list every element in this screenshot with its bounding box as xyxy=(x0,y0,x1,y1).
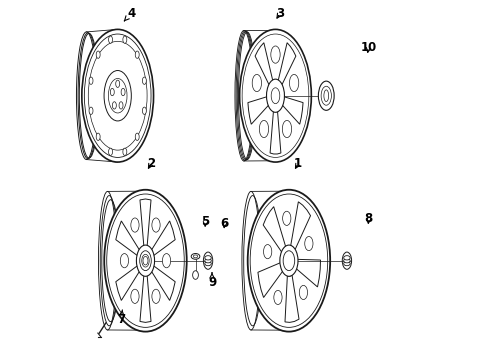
Ellipse shape xyxy=(121,253,128,268)
Ellipse shape xyxy=(191,253,200,259)
Ellipse shape xyxy=(318,81,334,110)
Ellipse shape xyxy=(96,51,100,58)
Text: 7: 7 xyxy=(117,310,125,326)
Text: 5: 5 xyxy=(201,215,210,228)
Text: 8: 8 xyxy=(365,212,373,225)
Ellipse shape xyxy=(321,86,331,105)
Ellipse shape xyxy=(194,255,197,258)
Ellipse shape xyxy=(131,289,139,303)
Ellipse shape xyxy=(324,90,329,102)
Text: 9: 9 xyxy=(208,273,216,289)
Ellipse shape xyxy=(89,77,93,84)
Ellipse shape xyxy=(104,71,131,121)
Ellipse shape xyxy=(205,261,211,266)
Text: 4: 4 xyxy=(124,7,135,21)
Ellipse shape xyxy=(109,148,113,156)
Ellipse shape xyxy=(205,256,211,260)
Ellipse shape xyxy=(136,245,154,276)
Ellipse shape xyxy=(299,285,308,300)
Ellipse shape xyxy=(119,102,123,109)
Ellipse shape xyxy=(271,88,280,104)
Ellipse shape xyxy=(259,120,269,138)
Ellipse shape xyxy=(112,102,116,109)
Ellipse shape xyxy=(135,51,139,58)
Ellipse shape xyxy=(152,218,160,232)
Ellipse shape xyxy=(82,30,153,162)
Text: 10: 10 xyxy=(361,41,377,54)
Ellipse shape xyxy=(247,190,330,332)
Ellipse shape xyxy=(267,79,285,112)
Ellipse shape xyxy=(131,218,139,232)
Ellipse shape xyxy=(110,89,114,96)
Ellipse shape xyxy=(116,80,120,87)
Ellipse shape xyxy=(121,89,125,96)
Ellipse shape xyxy=(280,245,298,276)
Ellipse shape xyxy=(240,30,311,162)
Ellipse shape xyxy=(193,271,198,279)
Ellipse shape xyxy=(140,251,151,271)
Ellipse shape xyxy=(252,75,262,92)
Text: 2: 2 xyxy=(147,157,155,170)
Ellipse shape xyxy=(89,107,93,114)
Ellipse shape xyxy=(343,261,350,266)
Ellipse shape xyxy=(290,75,299,92)
Ellipse shape xyxy=(96,133,100,140)
Ellipse shape xyxy=(283,251,294,271)
Ellipse shape xyxy=(143,256,148,265)
Ellipse shape xyxy=(142,254,149,267)
Ellipse shape xyxy=(283,211,291,225)
Ellipse shape xyxy=(123,148,127,156)
Ellipse shape xyxy=(135,133,139,140)
Ellipse shape xyxy=(143,107,147,114)
Ellipse shape xyxy=(305,237,313,251)
Text: 3: 3 xyxy=(276,7,284,20)
Ellipse shape xyxy=(108,78,127,113)
Ellipse shape xyxy=(109,36,113,43)
Ellipse shape xyxy=(274,291,282,305)
Ellipse shape xyxy=(343,258,350,263)
Ellipse shape xyxy=(152,289,160,303)
Ellipse shape xyxy=(282,120,292,138)
Ellipse shape xyxy=(271,46,280,63)
Ellipse shape xyxy=(264,244,272,259)
Ellipse shape xyxy=(143,77,147,84)
Ellipse shape xyxy=(343,256,350,260)
Text: 6: 6 xyxy=(220,216,229,230)
Text: 1: 1 xyxy=(294,157,302,170)
Ellipse shape xyxy=(205,258,211,263)
Ellipse shape xyxy=(123,36,127,43)
Ellipse shape xyxy=(104,190,187,332)
Ellipse shape xyxy=(162,253,171,268)
